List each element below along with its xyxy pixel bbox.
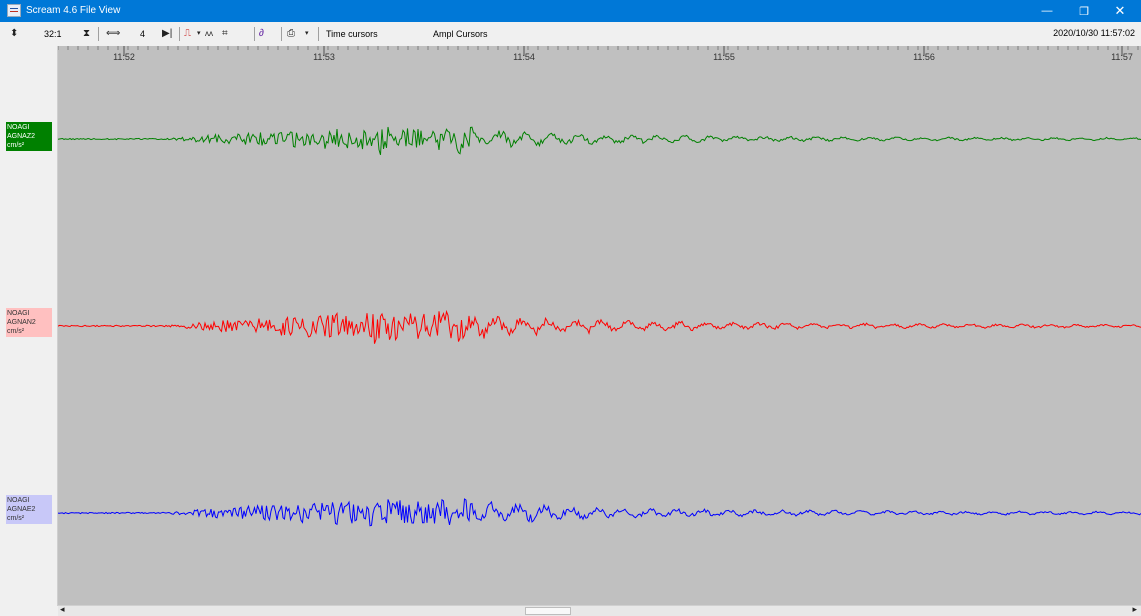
component-name: AGNAZ2 [7,133,36,140]
waveform-canvas: 11:52 11:53 11:54 11:55 11:56 11:57 [58,46,1141,527]
compression-value[interactable]: 32:1 [44,29,62,39]
scrollbar-thumb[interactable] [525,607,571,615]
datetime-label: 2020/10/30 11:57:02 [1053,28,1135,38]
gain-value[interactable]: 4 [140,29,146,39]
horizontal-stretch-icon[interactable]: ⟺ [106,28,121,39]
time-tick-label: 11:55 [713,52,735,62]
toolbar-separator [254,27,255,41]
toolbar-separator [318,27,319,41]
hourglass-icon[interactable]: ⧗ [83,28,91,39]
scroll-left-icon[interactable]: ◂ [60,604,65,614]
printer-icon[interactable]: ⎙ [287,28,295,39]
window-title: Scream 4.6 File View [26,5,121,16]
jump-to-end-icon[interactable]: ▶| [162,28,173,39]
horizontal-scrollbar[interactable]: ◂ ▸ [58,604,1141,616]
time-tick-label: 11:54 [513,52,535,62]
station-name: NOAGI [7,310,30,317]
waveform-trace-agnae2 [58,498,1141,527]
restore-button[interactable]: ❐ [1079,5,1089,18]
close-button[interactable]: ✕ [1114,3,1126,18]
time-tick-label: 11:52 [113,52,135,62]
units-label: cm/s² [7,328,25,335]
toolbar-separator [281,27,282,41]
component-name: AGNAN2 [7,319,36,326]
waveform-plot[interactable]: 11:52 11:53 11:54 11:55 11:56 11:57 [58,46,1141,605]
station-name: NOAGI [7,124,30,131]
rotate-icon[interactable]: ∂ [259,28,264,39]
ampl-cursors-button[interactable]: Ampl Cursors [433,29,488,39]
station-name: NOAGI [7,497,30,504]
print-dropdown-icon[interactable]: ▾ [305,30,309,37]
component-name: AGNAE2 [7,506,36,513]
time-tick-label: 11:56 [913,52,935,62]
waveform-trace-agnan2 [58,309,1141,344]
waveform-trace-agnaz2 [58,126,1141,156]
units-label: cm/s² [7,515,25,522]
cursor-icon[interactable]: ⌗ [222,28,228,39]
channel-label[interactable]: NOAGI AGNAN2 cm/s² [6,308,52,337]
vertical-scale-icon[interactable]: ⬍ [10,28,19,39]
minimize-button[interactable]: — [1041,5,1053,17]
time-cursors-button[interactable]: Time cursors [326,29,378,39]
title-bar: Scream 4.6 File View — ❐ ✕ [0,0,1141,22]
scroll-right-icon[interactable]: ▸ [1132,604,1137,614]
time-tick-label: 11:53 [313,52,335,62]
toolbar-separator [179,27,180,41]
units-label: cm/s² [7,142,25,149]
toolbar: ⬍ 32:1 ⧗ ⟺ 4 ▶| ⎍ ▾ ʌʌ ⌗ ∂ ⎙ ▾ Time curs… [0,22,1141,47]
time-ruler [58,46,1141,50]
channel-label[interactable]: NOAGI AGNAZ2 cm/s² [6,122,52,151]
time-tick-label: 11:57 [1111,52,1133,62]
filter-dropdown-icon[interactable]: ▾ [197,30,201,37]
channel-label[interactable]: NOAGI AGNAE2 cm/s² [6,495,52,524]
filter-icon[interactable]: ⎍ [184,28,191,39]
channel-label-column: NOAGI AGNAZ2 cm/s² NOAGI AGNAN2 cm/s² NO… [0,46,58,606]
waveform-icon[interactable]: ʌʌ [205,29,213,38]
toolbar-separator [98,27,99,41]
app-icon [7,4,21,17]
